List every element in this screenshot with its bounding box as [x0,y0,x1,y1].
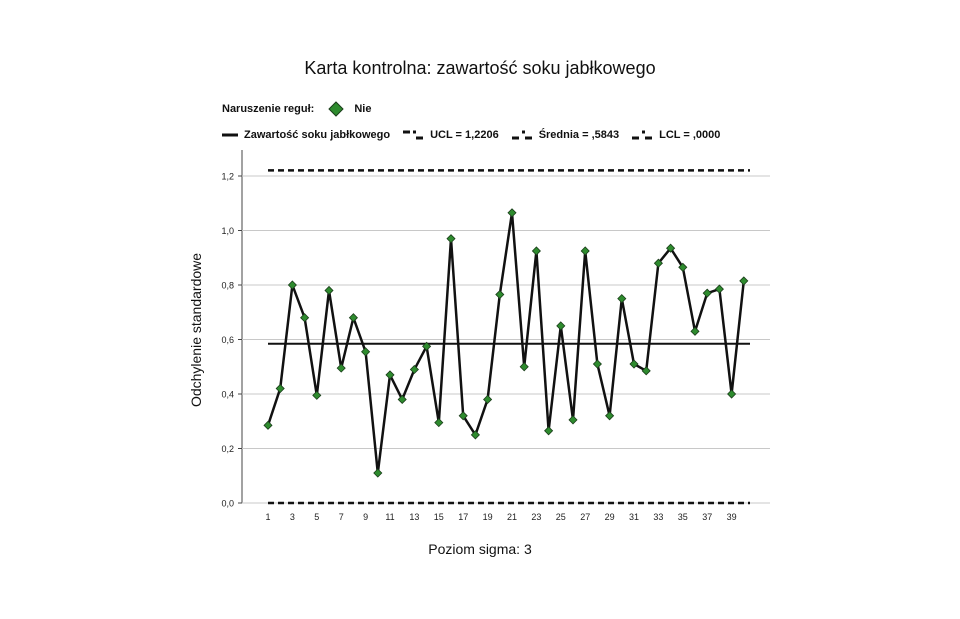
legend-lcl-label: LCL = ,0000 [659,129,721,141]
data-point-marker [409,364,419,375]
data-point-marker [714,284,724,294]
y-tick-label: 0,6 [221,335,234,345]
data-point-marker [446,234,456,244]
data-point-marker [348,313,358,323]
series-line [266,212,746,474]
x-tick-label: 21 [507,512,517,522]
data-point-marker [300,313,310,323]
x-tick-label: 9 [363,512,368,522]
chart-title: Karta kontrolna: zawartość soku jabłkowe… [304,58,656,78]
data-point-marker [275,383,285,394]
legend-mean-dash-icon [511,130,532,140]
data-point-marker [385,370,395,380]
x-tick-label: 23 [531,512,541,522]
x-tick-label: 7 [339,512,344,522]
legend-ucl-dash-icon [403,130,424,140]
legend-violation-row: Naruszenie reguł: Nie [222,101,371,117]
data-point-marker [617,294,627,304]
data-point-marker [373,468,383,478]
data-point-marker [422,341,432,351]
data-point-marker [495,289,505,300]
x-axis-title: Poziom sigma: 3 [428,541,532,557]
data-point-marker [678,262,688,272]
data-point-marker [568,415,578,425]
data-point-marker [690,326,700,336]
legend-diamond-icon [328,101,345,117]
data-point-marker [312,390,322,400]
data-point-marker [361,347,371,357]
data-point-marker [605,411,615,421]
legend-violation-label: Naruszenie reguł: [222,103,315,115]
x-tick-label: 39 [727,512,737,522]
data-point-marker [287,280,297,290]
x-tick-label: 19 [483,512,493,522]
data-point-marker [666,243,676,253]
data-point-marker [739,276,749,286]
x-tick-label: 11 [385,512,394,522]
legend-mean-label: Średnia = ,5843 [538,129,620,141]
x-tick-label: 5 [314,512,319,522]
x-tick-label: 17 [458,512,468,522]
y-tick-label: 0,2 [221,444,234,454]
data-point-marker [507,208,517,218]
x-tick-label: 33 [653,512,663,522]
x-tick-label: 29 [605,512,615,522]
data-point-marker [483,394,493,405]
y-tick-label: 0,8 [221,281,234,291]
data-point-marker [470,430,480,440]
data-point-marker [580,246,590,256]
data-point-marker [629,359,639,369]
legend-violation-value: Nie [354,103,372,115]
y-tick-label: 1,2 [221,172,234,182]
y-tick-label: 0,0 [221,499,234,509]
data-point-marker [397,394,407,405]
data-point-marker [458,411,468,421]
legend-lines-row: Zawartość soku jabłkowego UCL = 1,2206 Ś… [222,129,720,141]
data-point-marker [544,426,554,436]
x-tick-label: 3 [290,512,295,522]
data-point-marker [702,288,712,298]
x-tick-label: 31 [629,512,639,522]
data-point-marker [727,389,737,399]
data-point-marker [324,285,334,296]
y-tick-label: 1,0 [221,226,234,236]
legend-solid-line-icon [222,133,238,137]
data-point-marker [263,420,273,430]
data-point-marker [336,363,346,373]
x-tick-label: 27 [580,512,590,522]
data-point-marker [641,366,651,376]
data-point-marker [531,246,541,256]
legend-series-label: Zawartość soku jabłkowego [244,129,391,141]
data-point-marker [519,362,529,372]
x-tick-label: 1 [265,512,270,522]
y-tick-label: 0,4 [221,390,234,400]
x-tick-label: 35 [678,512,688,522]
legend-ucl-label: UCL = 1,2206 [430,129,499,141]
data-point-marker [592,359,602,369]
data-point-marker [556,321,566,331]
legend-lcl-dash-icon [632,130,653,140]
x-tick-label: 25 [556,512,566,522]
data-point-marker [434,418,444,428]
x-tick-label: 37 [702,512,712,522]
x-tick-label: 13 [409,512,419,522]
data-point-marker [653,258,663,268]
x-tick-label: 15 [434,512,444,522]
